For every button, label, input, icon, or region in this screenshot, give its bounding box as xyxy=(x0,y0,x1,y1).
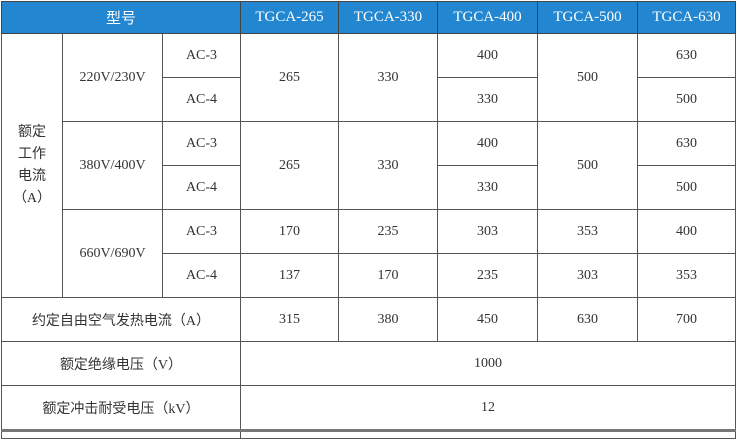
value-cell: 235 xyxy=(338,209,438,254)
value-cell: 265 xyxy=(240,33,339,122)
value-cell: 170 xyxy=(338,253,438,298)
value-cell: 303 xyxy=(437,209,538,254)
value-cell: 353 xyxy=(637,253,736,298)
value-cell: 500 xyxy=(637,77,736,122)
value-cell: 330 xyxy=(437,77,538,122)
category-cell: AC-4 xyxy=(162,165,241,210)
value-cell: 400 xyxy=(637,209,736,254)
model-header-330: TGCA-330 xyxy=(338,1,438,34)
label-line: 工作 xyxy=(18,146,46,162)
value-cell: 330 xyxy=(338,33,438,122)
label-line: 电流 xyxy=(18,168,46,184)
insulation-voltage-label: 额定绝缘电压（V） xyxy=(1,341,241,386)
category-cell: AC-3 xyxy=(162,121,241,166)
value-cell: 380 xyxy=(338,297,438,342)
value-cell: 170 xyxy=(240,209,339,254)
model-header-400: TGCA-400 xyxy=(437,1,538,34)
value-cell: 400 xyxy=(437,33,538,78)
rated-current-label: 额定 工作 电流 （A） xyxy=(1,33,63,298)
value-cell: 265 xyxy=(240,121,339,210)
value-cell: 500 xyxy=(637,165,736,210)
category-cell: AC-4 xyxy=(162,77,241,122)
value-cell: 630 xyxy=(637,33,736,78)
model-header: 型号 xyxy=(1,1,241,34)
thermal-current-label: 约定自由空气发热电流（A） xyxy=(1,297,241,342)
model-header-265: TGCA-265 xyxy=(240,1,339,34)
label-line: （A） xyxy=(12,190,52,206)
value-cell: 500 xyxy=(537,121,638,210)
value-cell: 330 xyxy=(437,165,538,210)
impulse-voltage-value: 12 xyxy=(240,385,736,431)
value-cell: 630 xyxy=(537,297,638,342)
value-cell: 630 xyxy=(637,121,736,166)
value-cell: 500 xyxy=(537,33,638,122)
category-cell: AC-4 xyxy=(162,253,241,298)
value-cell: 330 xyxy=(338,121,438,210)
value-cell: 235 xyxy=(437,253,538,298)
value-cell: 303 xyxy=(537,253,638,298)
insulation-voltage-value: 1000 xyxy=(240,341,736,386)
value-cell: 137 xyxy=(240,253,339,298)
category-cell: AC-3 xyxy=(162,209,241,254)
value-cell: 450 xyxy=(437,297,538,342)
label-line: 额定 xyxy=(18,124,46,140)
impulse-voltage-label: 额定冲击耐受电压（kV） xyxy=(1,385,241,431)
value-cell: 353 xyxy=(537,209,638,254)
value-cell: 400 xyxy=(437,121,538,166)
voltage-cell: 220V/230V xyxy=(62,33,163,122)
value-cell: 700 xyxy=(637,297,736,342)
voltage-cell: 660V/690V xyxy=(62,209,163,298)
voltage-cell: 380V/400V xyxy=(62,121,163,210)
model-header-630: TGCA-630 xyxy=(637,1,736,34)
category-cell: AC-3 xyxy=(162,33,241,78)
value-cell: 315 xyxy=(240,297,339,342)
model-header-500: TGCA-500 xyxy=(537,1,638,34)
